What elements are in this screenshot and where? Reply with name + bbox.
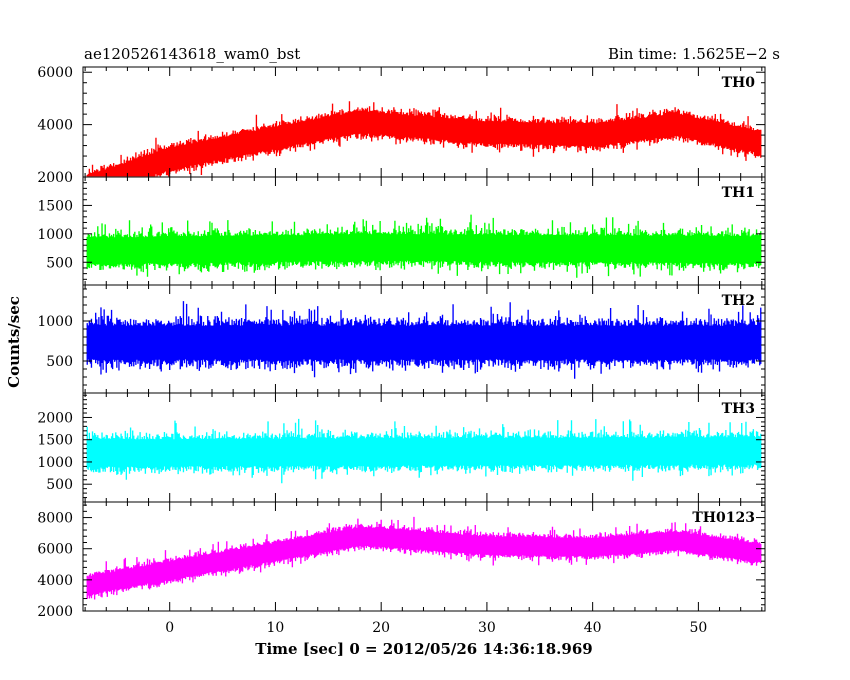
x-axis-label: Time [sec] 0 = 2012/05/26 14:36:18.969 — [255, 640, 592, 658]
y-tick-label: 1500 — [37, 433, 73, 449]
panel-label: TH0123 — [692, 510, 755, 526]
y-tick-label: 2000 — [37, 604, 73, 620]
y-axis-label: Counts/sec — [5, 296, 23, 388]
panel-th3: 500 1000 1500 2000 TH3 — [37, 392, 766, 503]
x-tick-label: 50 — [689, 620, 707, 636]
x-tick-label: 40 — [584, 620, 602, 636]
y-tick-label: 500 — [46, 354, 73, 370]
bin-time-label: Bin time: 1.5625E−2 s — [608, 45, 780, 63]
y-tick-label: 6000 — [37, 542, 73, 558]
y-tick-label: 1000 — [37, 227, 73, 243]
y-tick-label: 1000 — [37, 455, 73, 471]
y-tick-label: 4000 — [37, 118, 73, 134]
panel-label: TH0 — [722, 75, 756, 91]
y-tick-label: 1500 — [37, 198, 73, 214]
panel-th2: 500 1000 TH2 — [37, 284, 766, 394]
y-tick-label: 4000 — [37, 573, 73, 589]
y-tick-label: 500 — [46, 255, 73, 271]
chart-title: ae120526143618_wam0_bst — [84, 45, 300, 63]
panel-label: TH1 — [722, 185, 755, 201]
y-tick-label: 8000 — [37, 511, 73, 527]
panel-frame — [82, 501, 766, 612]
x-tick-label: 20 — [372, 620, 390, 636]
y-tick-label: 500 — [46, 477, 73, 493]
panel-label: TH2 — [722, 293, 755, 309]
y-tick-label: 1000 — [37, 314, 73, 330]
y-tick-label: 2000 — [37, 410, 73, 426]
series-th1 — [86, 214, 762, 278]
y-tick-label: 6000 — [37, 65, 73, 81]
panel-th0: 2000 4000 6000 TH0 — [37, 65, 766, 186]
series-th0123 — [86, 516, 762, 600]
x-tick-label: 30 — [478, 620, 496, 636]
series-th2 — [86, 301, 762, 379]
x-tick-label: 0 — [165, 620, 174, 636]
series-th3 — [86, 418, 762, 484]
panel-label: TH3 — [722, 401, 755, 417]
panel-th0123: 2000 4000 6000 8000 TH0123 — [37, 501, 766, 620]
x-tick-label: 10 — [267, 620, 285, 636]
panels: 200040006000TH050010001500TH15001000TH25… — [37, 65, 766, 636]
series-th0 — [86, 101, 762, 177]
panel-th1: 500 1000 1500 TH1 — [37, 176, 766, 286]
y-tick-label: 2000 — [37, 170, 73, 186]
